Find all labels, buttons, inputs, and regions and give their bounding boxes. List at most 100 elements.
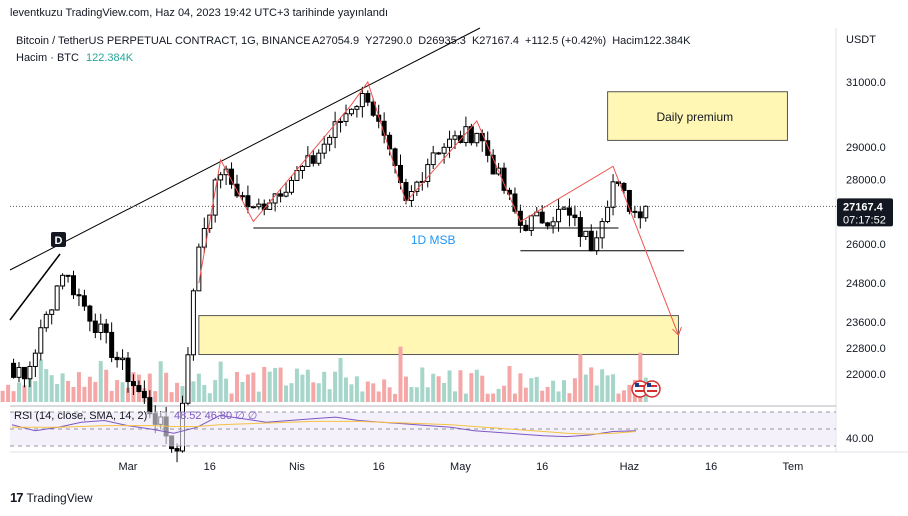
volume-bar [572, 378, 577, 402]
price-tick-label: 29000.0 [846, 142, 886, 154]
candle [327, 134, 333, 152]
price-tick-label: 23600.0 [846, 317, 886, 329]
volume-bar [502, 385, 507, 402]
us-flag-event-icon[interactable] [631, 380, 649, 398]
projected-path[interactable] [198, 80, 679, 336]
candle [566, 198, 572, 227]
candle [370, 98, 376, 118]
volume-bar [289, 383, 294, 402]
volume-bar [115, 380, 120, 402]
daily-premium-zone[interactable] [607, 91, 788, 141]
volume-bar [414, 387, 419, 402]
volume-bar [120, 382, 125, 402]
volume-bar [218, 361, 223, 402]
volume-bar [300, 374, 305, 402]
volume-bar [518, 373, 523, 402]
volume-bar [523, 387, 528, 402]
volume-legend-value: 122.384K [86, 52, 134, 64]
volume-bar [104, 369, 109, 402]
volume-bar [360, 391, 365, 402]
volume-bar [71, 386, 76, 402]
candle [550, 216, 556, 234]
volume-bar [387, 387, 392, 402]
candle [310, 149, 316, 167]
volume-bar [327, 389, 332, 402]
volume-bar [600, 369, 605, 402]
candle [332, 111, 338, 149]
volume-bar [158, 361, 163, 402]
candle [626, 189, 632, 215]
volume-bar [529, 378, 534, 402]
volume-bar [349, 384, 354, 402]
volume-bar [262, 366, 267, 402]
volume-bar [420, 367, 425, 402]
volume-bar [87, 376, 92, 402]
volume-bar [82, 386, 87, 402]
volume-bar [556, 391, 561, 402]
volume-bar [11, 391, 16, 402]
svg-text:27167.4: 27167.4 [843, 201, 884, 213]
volume-bar [284, 385, 289, 402]
volume-bar [267, 371, 272, 402]
volume-bar [594, 385, 599, 402]
us-flag-event-icon[interactable] [643, 380, 661, 398]
candle [60, 273, 66, 290]
msb-label: 1D MSB [411, 233, 456, 247]
candle [256, 198, 262, 210]
candle [299, 165, 305, 179]
volume-bar [316, 383, 321, 402]
candle [343, 104, 349, 127]
candle [425, 158, 431, 188]
time-tick-label: May [450, 461, 471, 473]
support-trendline[interactable] [9, 253, 61, 321]
time-tick-label: 16 [536, 461, 548, 473]
candle [419, 172, 425, 191]
candle [212, 177, 218, 223]
volume-bar [344, 377, 348, 402]
volume-bar [235, 371, 239, 402]
volume-bar [638, 352, 643, 402]
volume-bar [273, 367, 278, 402]
rising-trendline[interactable] [9, 27, 481, 271]
candle [632, 205, 638, 218]
candle [11, 358, 17, 379]
candle [490, 149, 496, 175]
rsi-values: 48.52 46.80 ∅ ∅ [174, 410, 257, 422]
volume-bar [354, 376, 359, 402]
volume-bar [49, 375, 54, 402]
candle [38, 319, 44, 361]
candle [348, 108, 354, 117]
volume-bar [382, 379, 387, 402]
volume-bar [551, 380, 556, 402]
time-tick-label: 16 [705, 461, 717, 473]
volume-bar [583, 374, 588, 402]
candle [136, 380, 142, 393]
volume-bar [567, 393, 572, 402]
time-tick-label: Mar [119, 461, 138, 473]
candle [190, 288, 196, 361]
volume-bar [398, 346, 403, 402]
volume-bar [175, 382, 180, 402]
volume-bar [305, 369, 310, 402]
footer-brand[interactable]: 17 TradingView [10, 490, 93, 505]
volume-bar [485, 393, 490, 402]
candle [528, 215, 534, 236]
candle [430, 145, 436, 169]
price-tick-label: 24800.0 [846, 278, 886, 290]
time-tick-label: 16 [204, 461, 216, 473]
volume-bar [322, 371, 327, 402]
price-tick-label: 28000.0 [846, 174, 886, 186]
demand-zone[interactable] [198, 315, 679, 356]
volume-bar [202, 385, 207, 402]
price-tick-label: 26000.0 [846, 239, 886, 251]
candle [359, 86, 365, 118]
volume-bar [512, 393, 517, 402]
dividend-marker[interactable]: D [51, 232, 66, 247]
rsi-level-label: 40.00 [846, 433, 874, 445]
candle [32, 349, 38, 378]
volume-bar [294, 368, 299, 402]
candle [556, 198, 562, 232]
candle [81, 289, 87, 311]
volume-bar [540, 390, 545, 402]
